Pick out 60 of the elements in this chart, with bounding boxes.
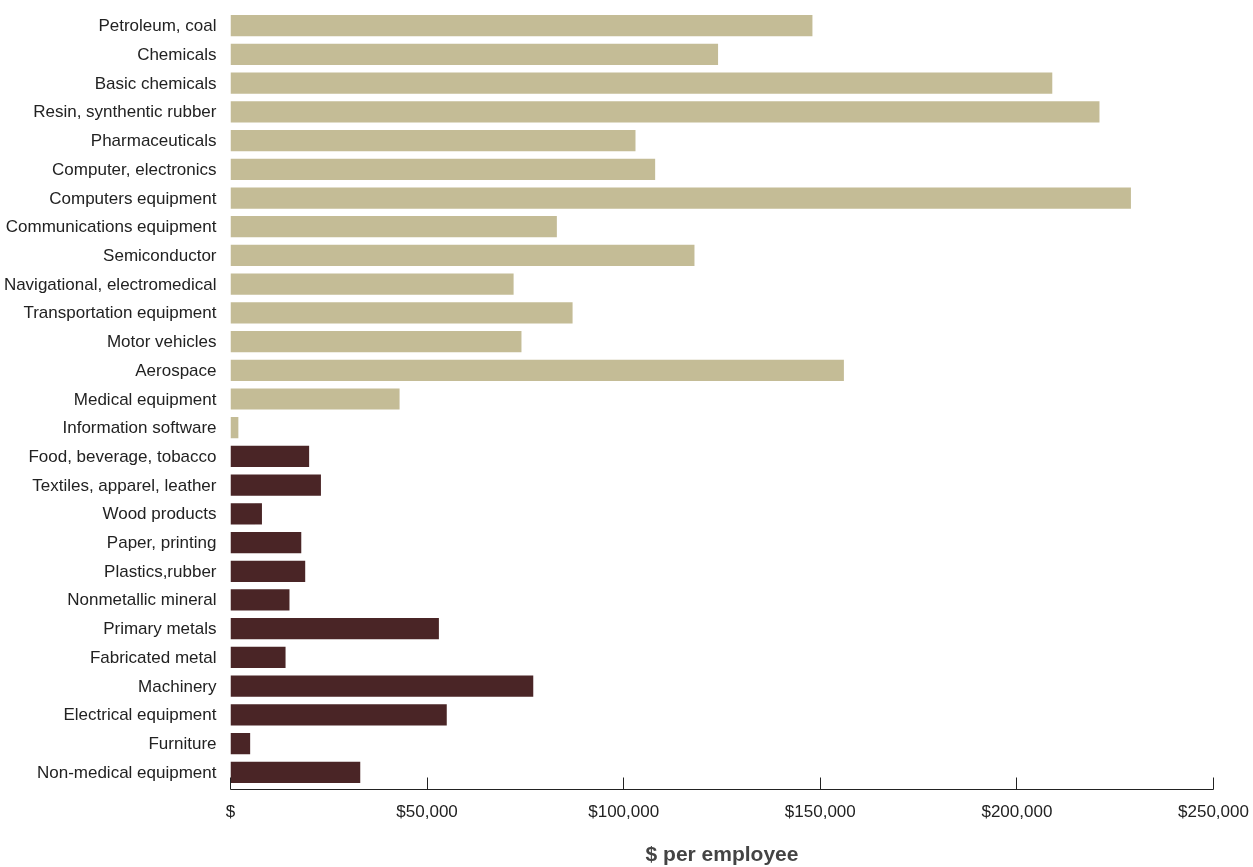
bar bbox=[230, 359, 844, 381]
y-tick-label: Non-medical equipment bbox=[36, 762, 217, 782]
bar bbox=[230, 761, 361, 783]
y-tick-label: Nonmetallic mineral bbox=[67, 590, 217, 610]
bar bbox=[230, 589, 290, 611]
y-tick-label: Pharmaceuticals bbox=[90, 131, 217, 151]
bar bbox=[230, 273, 514, 295]
bar bbox=[230, 302, 573, 324]
y-tick-label: Medical equipment bbox=[73, 389, 217, 409]
bar bbox=[230, 43, 719, 66]
bar bbox=[230, 704, 447, 726]
bar bbox=[230, 187, 1131, 209]
x-tick-label: $150,000 bbox=[784, 801, 856, 821]
y-tick-label: Communications equipment bbox=[5, 217, 217, 237]
bar bbox=[230, 15, 813, 37]
bar bbox=[230, 646, 286, 669]
y-tick-label: Wood products bbox=[102, 504, 217, 524]
y-tick-label: Computer, electronics bbox=[52, 159, 217, 179]
bar bbox=[230, 503, 262, 525]
y-tick-label: Basic chemicals bbox=[94, 73, 217, 93]
bar bbox=[230, 560, 306, 582]
y-tick-label: Furniture bbox=[148, 734, 217, 754]
y-tick-label: Chemicals bbox=[137, 44, 217, 64]
bar bbox=[230, 244, 695, 267]
y-tick-label: Motor vehicles bbox=[106, 332, 217, 352]
bar bbox=[230, 732, 251, 755]
y-tick-label: Machinery bbox=[138, 676, 217, 696]
y-tick-label: Aerospace bbox=[135, 360, 217, 380]
bar bbox=[230, 445, 310, 468]
x-axis-title: $ per employee bbox=[645, 841, 799, 865]
y-tick-label: Semiconductor bbox=[103, 245, 217, 265]
y-tick-label: Paper, printing bbox=[106, 533, 217, 553]
y-tick-label: Transportation equipment bbox=[23, 303, 217, 323]
bar bbox=[230, 330, 522, 353]
y-tick-label: Resin, synthentic rubber bbox=[33, 102, 217, 122]
bar bbox=[230, 158, 656, 180]
bar bbox=[230, 675, 534, 697]
y-tick-label: Navigational, electromedical bbox=[3, 274, 217, 294]
y-tick-label: Computers equipment bbox=[49, 188, 217, 208]
y-tick-label: Electrical equipment bbox=[63, 705, 217, 725]
y-tick-label: Petroleum, coal bbox=[98, 16, 217, 36]
bar bbox=[230, 474, 321, 496]
bar bbox=[230, 216, 557, 238]
y-tick-label: Fabricated metal bbox=[89, 647, 217, 667]
y-tick-label: Information software bbox=[62, 418, 217, 438]
bar bbox=[230, 618, 439, 640]
x-tick-label: $250,000 bbox=[1178, 801, 1249, 821]
y-tick-label: Food, beverage, tobacco bbox=[28, 446, 217, 466]
bar bbox=[230, 129, 636, 152]
x-tick-label: $50,000 bbox=[396, 801, 458, 821]
x-tick-label: $100,000 bbox=[588, 801, 660, 821]
y-tick-label: Plastics,rubber bbox=[104, 561, 217, 581]
x-tick-label: $ bbox=[225, 801, 236, 821]
bar bbox=[230, 388, 400, 410]
bar bbox=[230, 531, 302, 554]
y-tick-label: Textiles, apparel, leather bbox=[32, 475, 217, 495]
y-tick-label: Primary metals bbox=[103, 619, 217, 639]
bar bbox=[230, 72, 1053, 94]
x-tick-label: $200,000 bbox=[981, 801, 1053, 821]
bar bbox=[230, 101, 1100, 123]
